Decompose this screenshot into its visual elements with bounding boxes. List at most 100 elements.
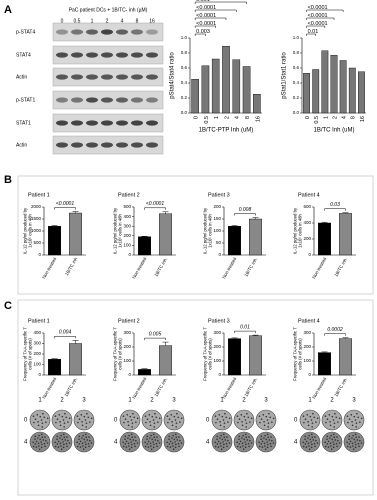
y-tick-label: 200 [303, 344, 311, 349]
elispot-spot [351, 420, 353, 423]
elispot-spot [147, 446, 150, 448]
y-tick-label: 400 [123, 214, 131, 219]
elispot-spot [125, 446, 128, 448]
significance-bracket [234, 213, 256, 216]
y-axis-label: IL-12 pg/ml produced by1x10⁵ cells in 48… [23, 207, 33, 254]
elispot-spot [173, 415, 176, 418]
elispot-spot [132, 439, 135, 441]
elispot-spot [78, 443, 81, 445]
blot-band [101, 97, 113, 103]
elispot-spot [178, 445, 180, 448]
elispot-spot [180, 442, 183, 444]
elispot-spot [62, 441, 64, 443]
p-value: <0.0001 [308, 13, 328, 19]
elispot-spot [87, 416, 90, 419]
y-tick-label: 0 [308, 372, 311, 377]
elispot-spot [65, 442, 68, 445]
bar [321, 50, 329, 114]
chart-title: Patient 1 [28, 192, 50, 198]
elispot-spot [310, 446, 313, 449]
elispot-spot [37, 420, 39, 423]
error-bar [321, 351, 328, 353]
elispot-spot [178, 436, 180, 438]
elispot-spot [240, 414, 243, 416]
elispot-spot [267, 422, 270, 424]
elispot-spot [303, 421, 305, 424]
elispot-spot [133, 416, 136, 419]
elispot-spot [247, 442, 250, 445]
p-value: <0.0001 [196, 13, 216, 19]
elispot-spot [130, 441, 132, 443]
chart-title: Patient 3 [208, 318, 230, 324]
blot-band [56, 74, 68, 80]
p-value: 0.008 [239, 207, 252, 213]
elispot-spot [147, 440, 150, 443]
elispot-spot [57, 446, 60, 448]
bar [330, 55, 338, 114]
bar [248, 218, 262, 256]
blot-band [86, 97, 98, 103]
elispot-spot [241, 437, 243, 439]
elispot-spot [152, 419, 155, 421]
blot-band [116, 52, 128, 58]
elispot-spot [350, 414, 353, 416]
elispot-spot [40, 441, 42, 443]
elispot-spot [329, 424, 332, 427]
lane-label: 0 [61, 18, 64, 24]
bar [318, 222, 332, 256]
elispot-spot [244, 446, 247, 449]
blot-band [86, 142, 98, 148]
lane-label: 0.5 [74, 18, 81, 24]
elispot-well [321, 409, 343, 431]
elispot-spot [150, 448, 153, 451]
p-value: <0.0001 [196, 21, 216, 27]
elispot-spot [337, 439, 339, 442]
elispot-spot [166, 415, 169, 418]
y-tick-label: 400 [303, 220, 311, 225]
elispot-spot [302, 441, 304, 444]
elispot-spot [309, 415, 312, 418]
elispot-spot [43, 416, 46, 419]
elispot-spot [258, 445, 261, 448]
blot-band [146, 120, 158, 126]
elispot-spot [168, 435, 171, 438]
x-tick-label: 2 [332, 116, 338, 119]
elispot-spot [348, 438, 350, 440]
elispot-spot [324, 445, 327, 448]
elispot-spot [38, 448, 41, 451]
significance-bracket [306, 17, 335, 20]
y-tick-label: 0.4 [181, 80, 188, 85]
elispot-spot [32, 415, 35, 418]
x-tick-label: 1 [323, 116, 329, 119]
bar [339, 213, 353, 256]
x-axis-label: 1B/TC Inh (uM) [313, 128, 354, 134]
y-tick-label: 100 [123, 243, 131, 248]
chart-title: Patient 4 [298, 318, 320, 324]
blot-row-label: p-STAT4 [16, 29, 35, 35]
y-tick-label: 0.8 [293, 50, 300, 55]
x-tick-label: 2 [224, 116, 230, 119]
elispot-spot [175, 422, 178, 424]
well-row-label: 4 [24, 440, 28, 446]
error-bar [72, 211, 79, 213]
elispot-spot [169, 446, 172, 448]
elispot-spot [351, 424, 354, 427]
y-tick-label: 300 [303, 330, 311, 335]
elispot-spot [59, 442, 62, 445]
p-value: <0.0001 [56, 201, 74, 207]
y-axis-label: Frequency of TAA-specific Tcells (# of s… [113, 327, 123, 381]
elispot-spot [85, 422, 88, 424]
elispot-spot [237, 421, 239, 424]
bar [242, 66, 251, 114]
elispot-spot [313, 442, 316, 445]
elispot-spot [264, 434, 266, 437]
elispot-spot [166, 441, 168, 444]
elispot-spot [304, 443, 307, 445]
elispot-spot [346, 415, 349, 418]
elispot-spot [326, 418, 329, 421]
blot-row-label: p-STAT1 [16, 97, 35, 103]
bar [68, 343, 82, 376]
elispot-spot [145, 421, 147, 424]
elispot-spot [268, 412, 270, 415]
elispot-spot [36, 414, 39, 416]
